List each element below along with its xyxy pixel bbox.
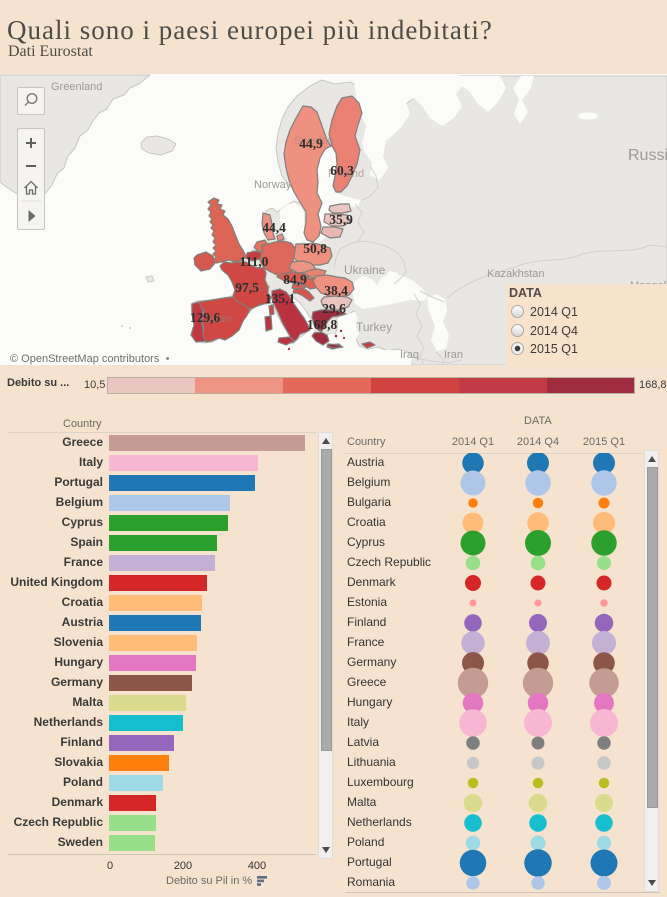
svg-text:Iran: Iran (444, 349, 463, 361)
svg-text:Ukraine: Ukraine (344, 263, 386, 277)
svg-text:Iraq: Iraq (400, 349, 419, 361)
svg-text:Greenland: Greenland (51, 81, 102, 93)
svg-text:Turkey: Turkey (356, 320, 392, 334)
svg-text:Russia: Russia (628, 147, 667, 164)
svg-text:38,4: 38,4 (324, 283, 348, 298)
svg-text:135,1: 135,1 (265, 291, 296, 306)
svg-text:29,6: 29,6 (322, 301, 346, 316)
svg-text:Kazakhstan: Kazakhstan (487, 268, 544, 280)
svg-text:France: France (236, 282, 270, 294)
svg-text:44,4: 44,4 (262, 220, 286, 235)
svg-text:60,3: 60,3 (330, 163, 354, 178)
svg-text:84,9: 84,9 (283, 272, 307, 287)
svg-text:129,6: 129,6 (190, 310, 221, 325)
svg-text:111,0: 111,0 (240, 254, 269, 269)
svg-text:Norway: Norway (254, 179, 292, 191)
svg-text:Finland: Finland (328, 168, 364, 180)
svg-text:35,9: 35,9 (329, 212, 353, 227)
svg-text:44,9: 44,9 (299, 136, 323, 151)
svg-text:97,5: 97,5 (235, 280, 259, 295)
svg-text:50,8: 50,8 (303, 241, 327, 256)
svg-text:Sweden: Sweden (294, 135, 334, 147)
svg-text:Spain: Spain (205, 313, 233, 325)
svg-text:168,8: 168,8 (307, 317, 338, 332)
